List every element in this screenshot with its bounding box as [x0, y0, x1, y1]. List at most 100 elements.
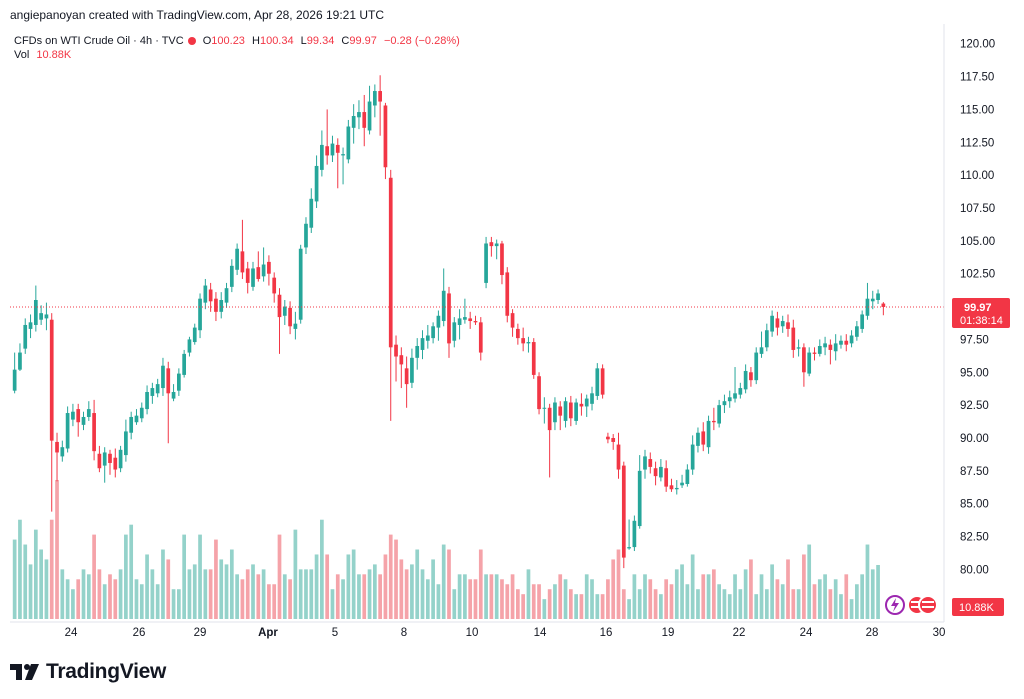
candle-body	[855, 326, 859, 337]
candle-body	[261, 264, 266, 277]
candle-body	[240, 251, 245, 273]
us-flag-stripe-icon	[922, 606, 934, 608]
volume-bar	[574, 594, 578, 619]
high-label: H	[252, 35, 260, 47]
candle-body	[161, 365, 165, 389]
candle-body	[235, 248, 239, 270]
candle-body	[743, 370, 748, 390]
event-icons[interactable]	[885, 595, 938, 615]
volume-bar	[65, 579, 70, 619]
volume-bar	[44, 559, 49, 619]
tradingview-logo[interactable]: TradingView	[10, 660, 166, 684]
candle-body	[60, 447, 65, 457]
volume-bar	[659, 594, 663, 619]
candle-body	[802, 347, 806, 373]
candle-body	[786, 322, 790, 329]
volume-bar	[457, 574, 462, 619]
candle-body	[330, 143, 335, 156]
candle-body	[23, 324, 28, 349]
volume-tag-value: 10.88K	[959, 602, 995, 614]
volume-bar	[187, 569, 192, 619]
candle-body	[420, 338, 425, 350]
candle-body	[759, 347, 764, 354]
volume-bar	[251, 564, 255, 619]
volume-row: Vol 10.88K	[14, 48, 460, 62]
price-tick-label: 97.50	[960, 334, 989, 346]
volume-bar	[23, 544, 28, 619]
volume-bar	[288, 579, 292, 619]
candle-body	[171, 392, 176, 399]
us-flag-stripe-icon	[911, 606, 923, 608]
candle-body	[653, 468, 658, 477]
candle-body	[367, 101, 372, 131]
volume-bar	[669, 584, 674, 619]
candle-body	[272, 277, 277, 294]
candles	[12, 75, 886, 569]
price-tick-label: 107.50	[960, 203, 995, 215]
volume-bar	[60, 569, 65, 619]
us-flag-icon-2[interactable]	[918, 595, 938, 615]
volume-bar	[823, 574, 827, 619]
volume-bar	[722, 589, 727, 619]
candle-body	[452, 322, 457, 341]
volume-bar	[611, 559, 616, 619]
time-tick-label: 26	[133, 627, 146, 639]
candle-body	[505, 272, 510, 316]
candle-body	[383, 105, 388, 168]
candle-body	[118, 449, 123, 469]
price-tick-label: 80.00	[960, 564, 989, 576]
candle-body	[706, 420, 711, 448]
volume-bar	[717, 584, 721, 619]
volume-bar	[701, 574, 706, 619]
volume-bar	[277, 534, 282, 619]
volume-bar	[240, 579, 245, 619]
volume-bar	[410, 564, 414, 619]
volume-bar	[606, 579, 610, 619]
candle-body	[553, 402, 557, 423]
volume-bars	[12, 480, 880, 619]
candle-body	[362, 112, 367, 128]
time-tick-label: 16	[600, 627, 613, 639]
candle-body	[415, 346, 420, 358]
volume-bar	[298, 569, 303, 619]
volume-bar	[320, 519, 324, 619]
candle-body	[388, 177, 393, 348]
candle-body	[55, 441, 59, 453]
price-tick-label: 117.50	[960, 72, 994, 84]
candle-body	[177, 373, 181, 391]
candle-body	[208, 289, 213, 302]
candle-body	[643, 456, 647, 470]
volume-bar	[134, 579, 139, 619]
volume-bar	[531, 584, 536, 619]
candle-body	[690, 444, 695, 470]
price-axis[interactable]: 120.00 117.50 115.00 112.50 110.00 107.50 105.…	[960, 39, 995, 610]
candle-body	[129, 416, 134, 433]
time-tick-label: 24	[800, 627, 813, 639]
volume-bar	[129, 524, 134, 619]
volume-bar	[865, 544, 870, 619]
volume-bar	[12, 539, 17, 619]
candle-body	[325, 146, 330, 156]
candle-body	[701, 431, 706, 445]
candle-body	[282, 306, 287, 316]
volume-bar	[166, 559, 171, 619]
low-label: L	[300, 35, 307, 47]
volume-bar	[711, 569, 716, 619]
candle-body	[219, 300, 224, 312]
volume-bar	[145, 554, 149, 619]
status-dot-icon	[187, 37, 196, 45]
chart-legend: CFDs on WTI Crude Oil · 4h · TVC O100.23 …	[14, 34, 460, 62]
volume-bar	[108, 574, 112, 619]
volume-bar	[690, 554, 695, 619]
volume-bar	[76, 579, 81, 619]
volume-bar	[282, 574, 287, 619]
price-tick-label: 120.00	[960, 39, 995, 51]
candle-body	[817, 346, 822, 354]
time-tick-label: 24	[65, 627, 78, 639]
time-axis[interactable]: 24 26 29 Apr 5 8 10 14 16 19 22 24 28 30	[65, 627, 946, 639]
candle-body	[304, 223, 308, 248]
volume-bar	[394, 539, 398, 619]
volume-bar	[92, 534, 96, 619]
volume-bar	[139, 584, 144, 619]
